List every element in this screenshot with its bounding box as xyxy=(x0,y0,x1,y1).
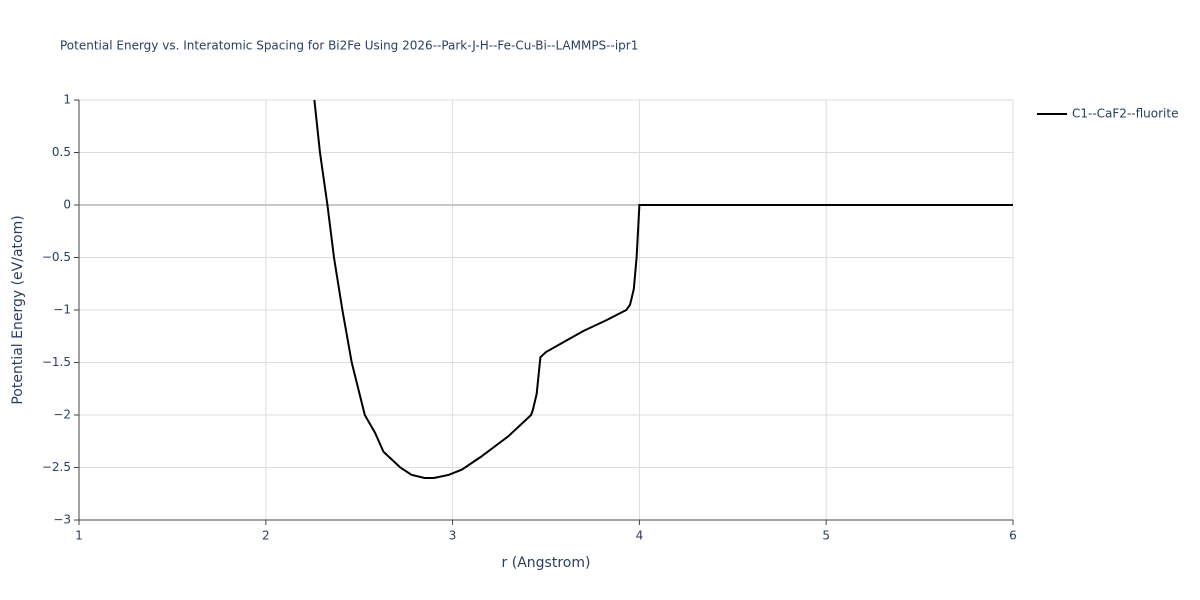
x-tick-label: 6 xyxy=(1009,529,1017,543)
y-tick-label: 0.5 xyxy=(52,145,71,159)
y-tick-label: −1.5 xyxy=(42,355,71,369)
y-tick-label: −2 xyxy=(53,408,71,422)
chart-title: Potential Energy vs. Interatomic Spacing… xyxy=(60,39,638,53)
x-tick-label: 3 xyxy=(449,529,457,543)
y-tick-label: 0 xyxy=(63,198,71,212)
y-tick-label: −2.5 xyxy=(42,460,71,474)
x-tick-label: 1 xyxy=(75,529,83,543)
y-tick-label: 1 xyxy=(63,93,71,107)
x-tick-label: 2 xyxy=(262,529,270,543)
x-tick-label: 4 xyxy=(636,529,644,543)
x-axis-title: r (Angstrom) xyxy=(502,555,591,571)
y-tick-label: −3 xyxy=(53,513,71,527)
legend-label: C1--CaF2--fluorite xyxy=(1072,107,1178,121)
data-line xyxy=(313,99,1013,479)
y-axis-title: Potential Energy (eV/atom) xyxy=(10,215,26,404)
y-tick-label: −0.5 xyxy=(42,250,71,264)
x-tick-label: 5 xyxy=(822,529,830,543)
y-tick-label: −1 xyxy=(53,303,71,317)
